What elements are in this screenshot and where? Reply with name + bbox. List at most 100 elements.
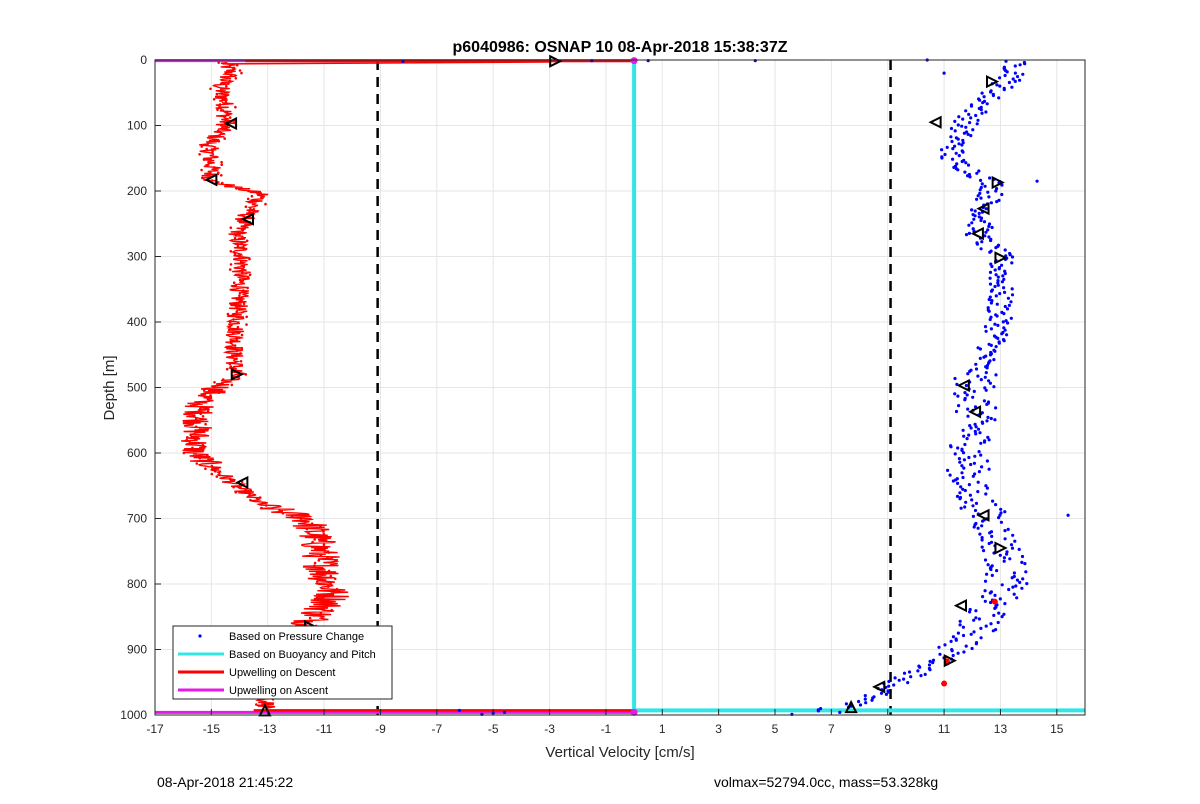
descent-point xyxy=(215,92,219,96)
ascent-pressure-point xyxy=(887,679,891,684)
legend-swatch-pressure xyxy=(198,634,202,638)
descent-point xyxy=(201,443,205,447)
ascent-pressure-point xyxy=(980,465,984,469)
ascent-pressure-point xyxy=(960,143,964,147)
ascent-pressure-point xyxy=(959,485,963,489)
descent-point xyxy=(290,514,294,518)
ascent-pressure-point xyxy=(887,684,891,688)
descent-point xyxy=(319,553,323,557)
ascent-pressure-point xyxy=(1009,543,1014,547)
ascent-pressure-point xyxy=(949,445,953,449)
descent-point xyxy=(197,401,200,405)
ascent-pressure-point xyxy=(963,442,967,447)
ascent-pressure-point xyxy=(996,620,1000,625)
ascent-pressure-point xyxy=(982,95,986,99)
ascent-pressure-point xyxy=(972,618,976,622)
ascent-pressure-point xyxy=(1003,537,1007,541)
ascent-pressure-point xyxy=(983,184,987,188)
ascent-pressure-point xyxy=(1008,253,1012,257)
ascent-highlight-point xyxy=(991,598,998,605)
ascent-pressure-point xyxy=(992,358,996,362)
descent-point xyxy=(231,331,235,334)
ascent-pressure-point xyxy=(1006,527,1010,532)
ascent-pressure-point xyxy=(857,699,861,704)
ascent-pressure-point xyxy=(1000,615,1004,619)
ascent-pressure-point xyxy=(886,690,890,694)
descent-point xyxy=(313,564,316,567)
ascent-pressure-point xyxy=(961,633,966,638)
descent-point xyxy=(248,493,251,497)
ascent-pressure-point xyxy=(1018,63,1022,67)
descent-point xyxy=(199,412,202,416)
ascent-pressure-point xyxy=(979,453,983,457)
ascent-pressure-point xyxy=(996,275,1000,279)
ascent-pressure-point xyxy=(984,207,988,211)
ascent-pressure-point xyxy=(989,238,993,243)
ascent-pressure-point xyxy=(987,195,991,199)
ascent-pressure-point xyxy=(990,264,994,269)
ascent-pressure-point xyxy=(985,102,989,106)
ascent-pressure-point xyxy=(982,355,986,359)
ascent-pressure-point xyxy=(863,694,867,698)
ascent-pressure-point xyxy=(893,676,897,680)
ascent-pressure-point xyxy=(950,649,954,653)
ascent-pressure-point xyxy=(963,505,967,509)
pressure-outlier-point xyxy=(502,710,507,714)
descent-point xyxy=(239,260,243,264)
descent-point xyxy=(210,464,214,468)
descent-point xyxy=(235,336,238,340)
ascent-pressure-point xyxy=(1021,577,1025,581)
ascent-pressure-point xyxy=(994,373,998,377)
ascent-pressure-point xyxy=(968,610,972,614)
ascent-pressure-point xyxy=(960,124,964,128)
descent-point xyxy=(229,250,233,253)
descent-point xyxy=(189,420,192,423)
descent-point xyxy=(323,603,326,607)
descent-point xyxy=(239,352,242,355)
ascent-pressure-point xyxy=(961,428,965,432)
y-tick-label: 400 xyxy=(127,315,147,329)
ascent-pressure-point xyxy=(1003,73,1007,78)
ascent-highlight-point xyxy=(941,680,948,687)
descent-point xyxy=(224,95,227,98)
descent-point xyxy=(310,522,314,525)
ascent-pressure-point xyxy=(974,367,979,371)
ascent-pressure-point xyxy=(953,392,957,396)
descent-point xyxy=(217,139,221,143)
ascent-pressure-point xyxy=(977,470,982,474)
descent-point xyxy=(229,226,233,229)
ascent-pressure-point xyxy=(1010,287,1014,291)
ascent-pressure-point xyxy=(997,267,1001,271)
descent-point xyxy=(229,263,233,266)
ascent-pressure-point xyxy=(962,131,967,135)
ascent-pressure-point xyxy=(990,299,994,303)
ascent-pressure-point xyxy=(998,292,1002,296)
descent-point xyxy=(238,291,242,295)
descent-point xyxy=(240,299,244,303)
triangle-marker xyxy=(976,508,990,522)
ascent-pressure-point xyxy=(986,190,990,194)
descent-point xyxy=(223,137,226,140)
pressure-outlier-point xyxy=(942,71,946,75)
pressure-outlier-point xyxy=(1066,513,1070,517)
ascent-pressure-point xyxy=(997,96,1001,100)
ascent-pressure-point xyxy=(968,175,972,179)
descent-point xyxy=(218,103,222,106)
descent-point xyxy=(182,451,186,455)
triangle-marker xyxy=(928,115,942,129)
ascent-pressure-point xyxy=(967,433,971,437)
ascent-pressure-point xyxy=(987,222,992,226)
ascent-pressure-point xyxy=(989,600,993,605)
ascent-pressure-point xyxy=(967,483,972,487)
descent-point xyxy=(232,485,235,489)
ascent-pressure-point xyxy=(979,196,983,200)
ascent-pressure-point xyxy=(984,110,988,114)
ascent-pressure-point xyxy=(1002,556,1007,560)
triangle-marker xyxy=(953,598,967,613)
x-tick-label: -5 xyxy=(488,722,499,736)
descent-point xyxy=(229,184,233,188)
ascent-pressure-point xyxy=(1014,584,1018,588)
descent-point xyxy=(229,477,232,481)
descent-point xyxy=(308,616,312,620)
ascent-pressure-point xyxy=(995,200,999,204)
